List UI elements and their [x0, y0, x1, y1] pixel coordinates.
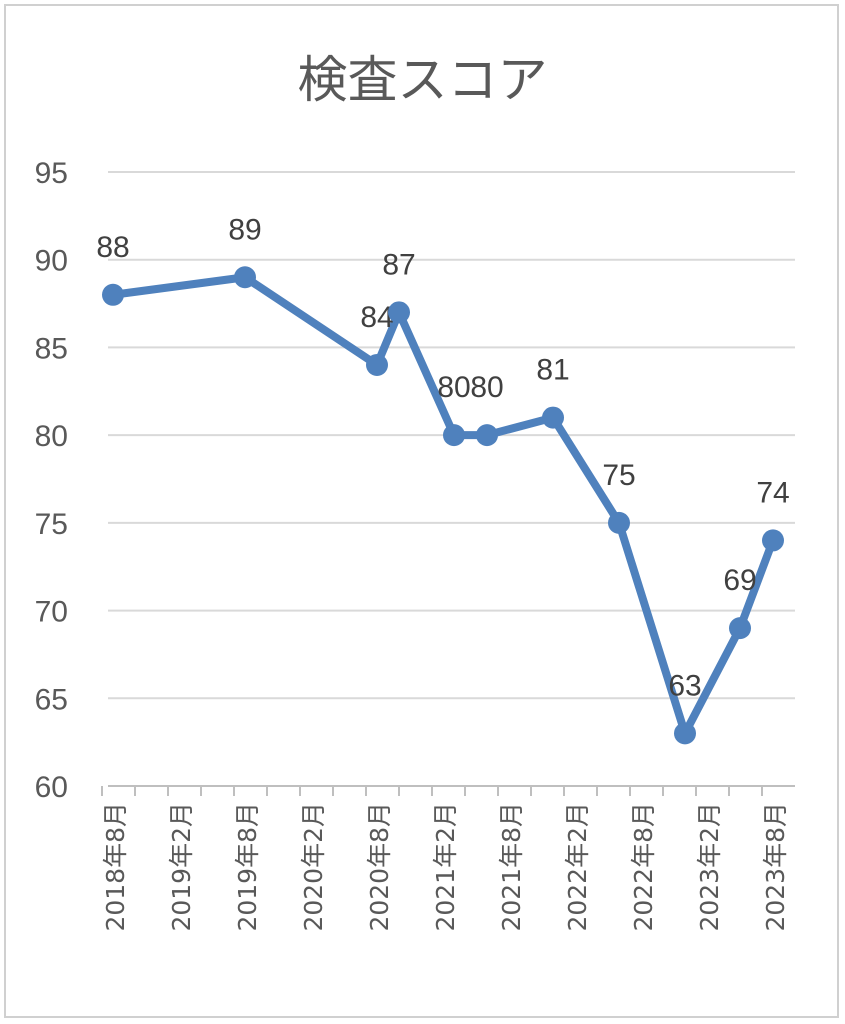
- data-label: 63: [668, 669, 701, 702]
- x-tick-label: 2019年8月: [233, 802, 262, 932]
- y-tick-label: 65: [35, 683, 68, 716]
- data-point: [674, 722, 696, 745]
- x-tick-label: 2021年8月: [497, 802, 526, 932]
- x-tick-label: 2022年2月: [563, 802, 592, 932]
- x-tick-label: 2020年2月: [299, 802, 328, 932]
- data-point: [234, 266, 256, 289]
- x-tick-label: 2023年8月: [761, 802, 790, 932]
- y-tick-label: 95: [35, 157, 68, 190]
- y-tick-label: 70: [35, 596, 68, 629]
- data-point: [443, 424, 465, 447]
- data-label: 80: [437, 371, 470, 404]
- data-point: [102, 283, 124, 306]
- data-label: 80: [470, 371, 503, 404]
- data-label: 88: [96, 231, 129, 264]
- data-point: [388, 301, 410, 324]
- data-label: 87: [382, 248, 415, 281]
- x-tick-label: 2020年8月: [365, 802, 394, 932]
- y-tick-label: 80: [35, 420, 68, 453]
- x-tick-label: 2019年2月: [167, 802, 196, 932]
- data-point: [729, 617, 751, 640]
- series-line: [109, 273, 777, 738]
- data-label: 69: [723, 564, 756, 597]
- y-tick-label: 75: [35, 508, 68, 541]
- y-tick-label: 85: [35, 332, 68, 365]
- data-point: [476, 424, 498, 447]
- chart-title: 検査スコア: [297, 51, 548, 109]
- data-point: [542, 406, 564, 429]
- data-label: 75: [602, 459, 635, 492]
- y-tick-label: 90: [35, 245, 68, 278]
- data-label: 74: [756, 476, 789, 509]
- data-label: 84: [360, 301, 393, 334]
- data-point: [762, 529, 784, 552]
- x-tick-label: 2022年8月: [629, 802, 658, 932]
- x-tick-label: 2021年2月: [431, 802, 460, 932]
- x-tick-label: 2023年2月: [695, 802, 724, 932]
- data-label: 89: [228, 213, 261, 246]
- x-tick-label: 2018年8月: [101, 802, 130, 932]
- data-label: 81: [536, 354, 569, 387]
- data-point: [366, 353, 388, 376]
- data-point: [608, 511, 630, 534]
- y-tick-label: 60: [35, 771, 68, 804]
